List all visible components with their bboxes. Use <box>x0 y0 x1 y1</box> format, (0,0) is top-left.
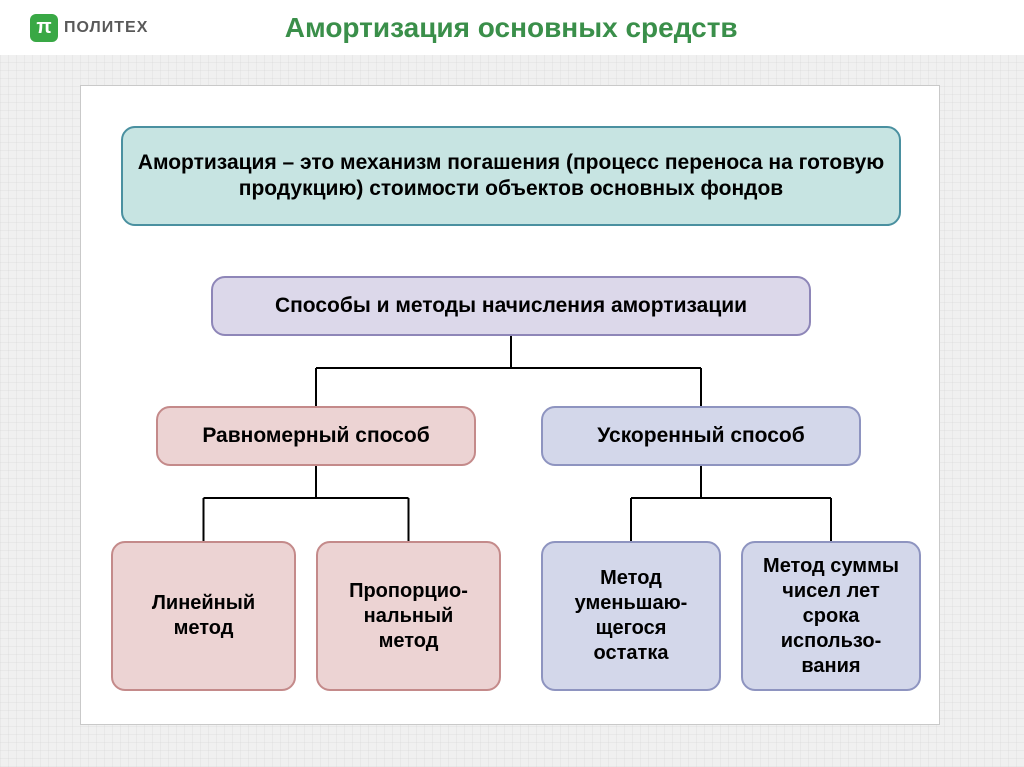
node-sum_years: Метод суммы чисел лет срока использо-ван… <box>741 541 921 691</box>
node-declining: Метод уменьшаю-щегося остатка <box>541 541 721 691</box>
diagram-canvas: Амортизация – это механизм погашения (пр… <box>80 85 940 725</box>
node-definition: Амортизация – это механизм погашения (пр… <box>121 126 901 226</box>
node-proportional: Пропорцио-нальный метод <box>316 541 501 691</box>
node-linear: Линейный метод <box>111 541 296 691</box>
node-accelerated: Ускоренный способ <box>541 406 861 466</box>
node-methods_root: Способы и методы начисления амортизации <box>211 276 811 336</box>
node-uniform: Равномерный способ <box>156 406 476 466</box>
header-bar: π ПОЛИТЕХ Амортизация основных средств <box>0 0 1024 55</box>
page-title: Амортизация основных средств <box>28 12 994 44</box>
